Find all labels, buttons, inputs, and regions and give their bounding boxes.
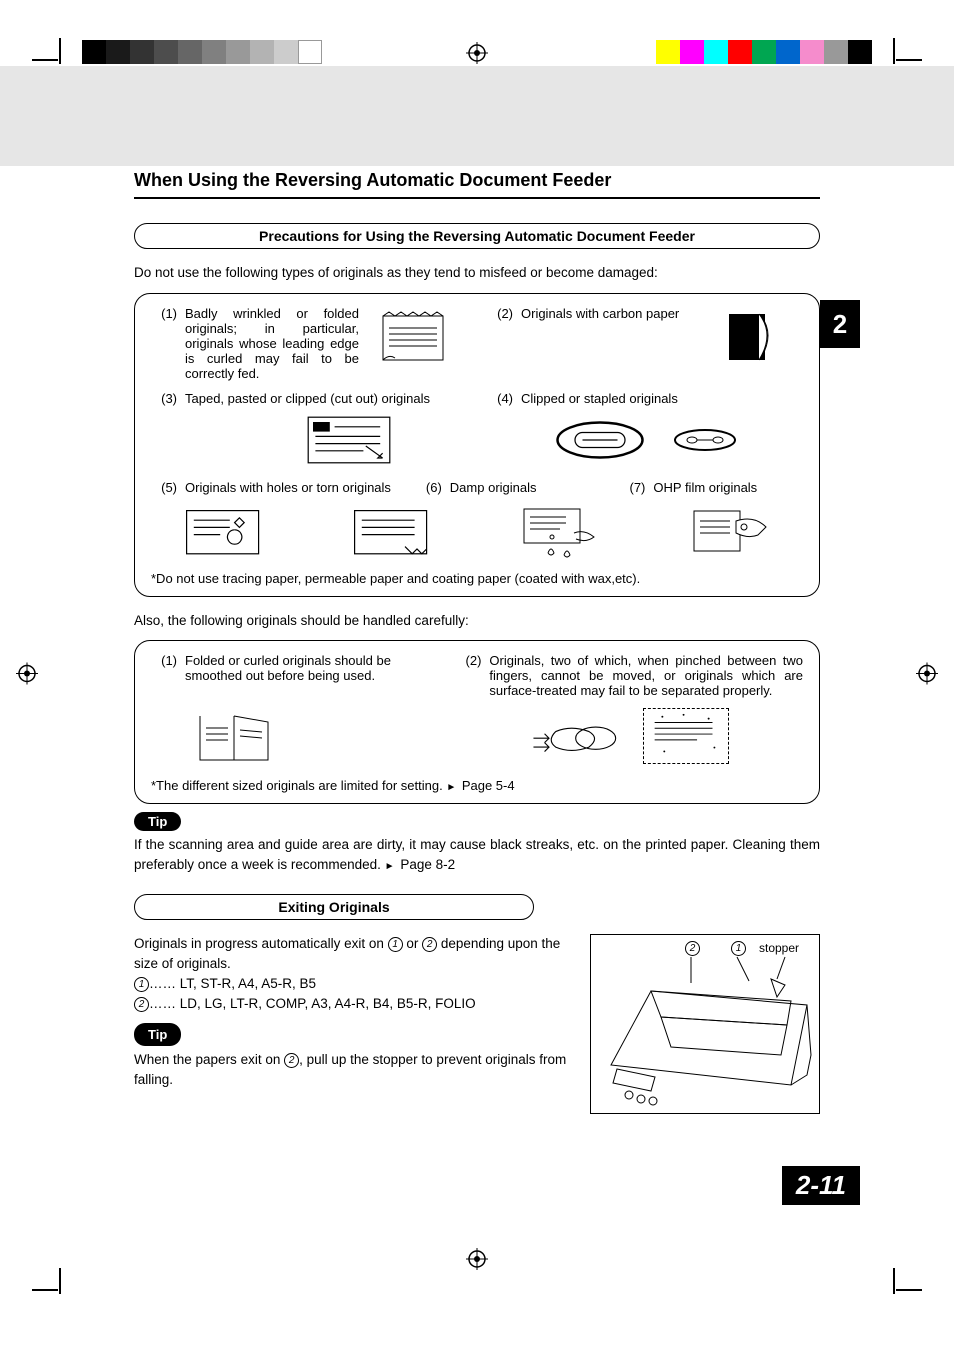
exit-pill: Exiting Originals — [134, 894, 534, 920]
tip1-ref: Page 8-2 — [397, 857, 456, 872]
box2-foot-text: *The different sized originals are limit… — [151, 778, 443, 793]
item-text: Originals, two of which, when pinched be… — [489, 653, 803, 698]
grayscale-bar — [82, 40, 322, 64]
page-ref-arrow-icon — [385, 857, 397, 872]
sizes-line-1: 1…… LT, ST-R, A4, A5-R, B5 — [134, 974, 580, 994]
item-text: Originals with holes or torn originals — [185, 480, 396, 495]
diagram-staple-icon — [670, 410, 740, 470]
diagram-hole-icon — [175, 501, 275, 561]
diagram-folded-icon — [185, 708, 285, 768]
box2-foot-ref: Page 5-4 — [458, 778, 514, 793]
color-bar — [656, 40, 872, 64]
sizes-line-2: 2…… LD, LG, LT-R, COMP, A3, A4-R, B4, B5… — [134, 994, 580, 1014]
tip-text-1: If the scanning area and guide area are … — [134, 835, 820, 876]
tip-badge-2: Tip — [134, 1023, 181, 1047]
diagram-taped-icon — [299, 410, 399, 470]
diagram-carbon-icon — [703, 306, 803, 366]
diagram-pinch-icon — [529, 708, 629, 768]
precaution-box-1: (1) Badly wrinkled or folded originals; … — [134, 293, 820, 597]
item-num: (4) — [487, 391, 513, 406]
exit-intro-b: or — [403, 936, 423, 951]
item-text: OHP film originals — [653, 480, 803, 495]
intro-text-1: Do not use the following types of origin… — [134, 263, 820, 283]
tip1-body: If the scanning area and guide area are … — [134, 837, 820, 872]
item-num: (2) — [487, 306, 513, 381]
item-text: Originals with carbon paper — [521, 306, 695, 381]
tip-badge-1: Tip — [134, 812, 181, 831]
sizes1-text: …… LT, ST-R, A4, A5-R, B5 — [149, 976, 316, 991]
chapter-tab: 2 — [820, 300, 860, 348]
exit-figure: 2 1 stopper — [590, 934, 820, 1114]
tip-text-2: When the papers exit on 2, pull up the s… — [134, 1050, 580, 1091]
item-num: (2) — [455, 653, 481, 698]
exit-intro: Originals in progress automatically exit… — [134, 934, 580, 975]
item-num: (1) — [151, 306, 177, 381]
crop-mark-top-right — [892, 38, 922, 69]
item-num: (6) — [416, 480, 442, 495]
item-text: Damp originals — [450, 480, 600, 495]
registration-target-left — [16, 662, 38, 689]
page-number-tab: 2-11 — [782, 1166, 860, 1205]
intro-text-2: Also, the following originals should be … — [134, 611, 820, 631]
diagram-torn-icon — [343, 501, 443, 561]
registration-target-bottom — [466, 1248, 488, 1275]
crop-mark-bottom-left — [32, 1268, 62, 1299]
page-title: When Using the Reversing Automatic Docum… — [134, 170, 820, 199]
circled-2-icon: 2 — [134, 997, 149, 1012]
diagram-clip-icon — [550, 410, 650, 470]
item-text: Taped, pasted or clipped (cut out) origi… — [185, 391, 467, 406]
item-num: (5) — [151, 480, 177, 495]
page-ref-arrow-icon — [446, 778, 458, 793]
circled-1-icon: 1 — [388, 937, 403, 952]
diagram-wrinkled-icon — [367, 306, 467, 366]
sizes2-text: …… LD, LG, LT-R, COMP, A3, A4-R, B4, B5-… — [149, 996, 476, 1011]
circled-2-icon: 2 — [422, 937, 437, 952]
item-num: (7) — [619, 480, 645, 495]
item-num: (3) — [151, 391, 177, 406]
exit-intro-a: Originals in progress automatically exit… — [134, 936, 388, 951]
box2-footnote: *The different sized originals are limit… — [151, 778, 803, 793]
precaution-pill: Precautions for Using the Reversing Auto… — [134, 223, 820, 249]
item-num: (1) — [151, 653, 177, 698]
registration-target-top — [466, 42, 488, 64]
circled-2-icon: 2 — [284, 1053, 299, 1068]
crop-mark-top-left — [32, 38, 62, 69]
registration-target-right — [916, 662, 938, 689]
circled-1-icon: 1 — [134, 977, 149, 992]
item-text: Folded or curled originals should be smo… — [185, 653, 435, 698]
tip2a-text: When the papers exit on — [134, 1052, 284, 1067]
header-band — [0, 66, 954, 166]
item-text: Badly wrinkled or folded originals; in p… — [185, 306, 359, 381]
diagram-damp-icon — [511, 501, 611, 561]
precaution-box-2: (1) Folded or curled originals should be… — [134, 640, 820, 804]
crop-mark-bottom-right — [892, 1268, 922, 1299]
box1-footnote: *Do not use tracing paper, permeable pap… — [151, 571, 803, 586]
diagram-ohp-icon — [679, 501, 779, 561]
diagram-surface-icon — [643, 708, 729, 764]
item-text: Clipped or stapled originals — [521, 391, 803, 406]
